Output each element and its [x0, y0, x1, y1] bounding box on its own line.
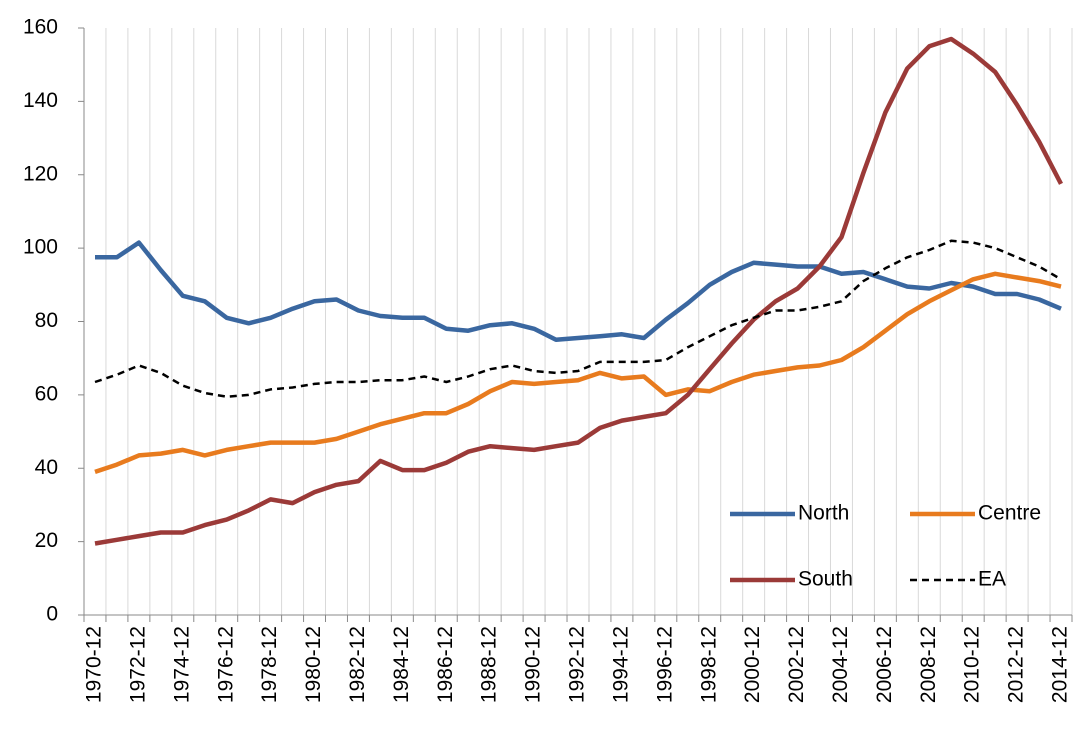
series-line: [94, 239, 1062, 398]
x-tick-label: 1974-12: [170, 626, 193, 703]
x-tick-label: 1994-12: [609, 626, 632, 703]
y-tick-label: 20: [35, 529, 58, 552]
x-tick-label: 1970-12: [83, 626, 106, 703]
legend-label: EA: [978, 568, 1006, 591]
x-tick-label: 2012-12: [1005, 626, 1028, 703]
legend-label: North: [798, 502, 849, 525]
x-tick-label: 1980-12: [302, 626, 325, 703]
series-line: [94, 271, 1062, 475]
y-tick-label: 140: [23, 89, 58, 112]
x-tick-label: 1990-12: [522, 626, 545, 703]
x-tick-label: 2010-12: [961, 626, 984, 703]
y-tick-label: 0: [46, 603, 58, 626]
x-tick-label: 1986-12: [434, 626, 457, 703]
x-tick-label: 2008-12: [917, 626, 940, 703]
x-tick-label: 2006-12: [873, 626, 896, 703]
x-tick-label: 1984-12: [390, 626, 413, 703]
y-tick-label: 40: [35, 456, 58, 479]
legend-label: Centre: [978, 502, 1041, 525]
x-tick-label: 1976-12: [214, 626, 237, 703]
y-tick-label: 160: [23, 16, 58, 39]
legend-label: South: [798, 568, 853, 591]
x-tick-label: 1982-12: [346, 626, 369, 703]
y-tick-label: 100: [23, 236, 58, 259]
series-line: [95, 240, 1062, 343]
x-tick-label: 1972-12: [126, 626, 149, 703]
x-tick-label: 1978-12: [258, 626, 281, 703]
x-tick-label: 1996-12: [653, 626, 676, 703]
y-tick-label: 60: [35, 382, 58, 405]
y-tick-label: 80: [35, 309, 58, 332]
x-tick-label: 2004-12: [829, 626, 852, 703]
series-line: [94, 36, 1063, 546]
y-tick-label: 120: [23, 162, 58, 185]
x-tick-label: 2002-12: [785, 626, 808, 703]
x-tick-label: 1992-12: [566, 626, 589, 703]
x-tick-label: 1998-12: [697, 626, 720, 703]
x-tick-label: 2014-12: [1049, 626, 1072, 703]
x-tick-label: 2000-12: [741, 626, 764, 703]
x-tick-label: 1988-12: [478, 626, 501, 703]
